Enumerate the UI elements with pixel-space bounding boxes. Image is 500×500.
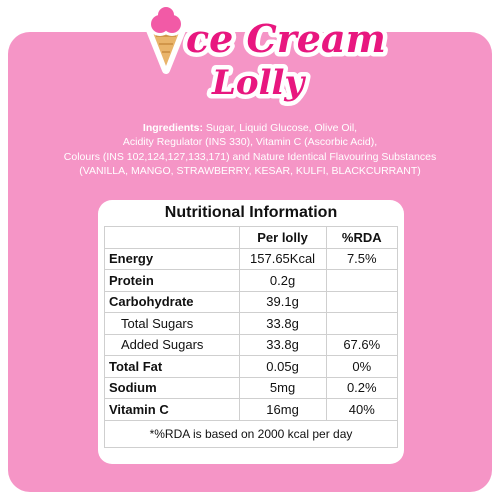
table-row: Sodium 5mg 0.2% (104, 376, 399, 399)
nutrient-value: 33.8g (238, 312, 327, 335)
nutrient-value: 157.65Kcal (238, 247, 327, 270)
nutrient-name: Protein (104, 269, 240, 292)
table-row: Protein 0.2g (104, 269, 399, 292)
nutrient-value: 39.1g (238, 290, 327, 313)
table-header-row: Per lolly %RDA (104, 226, 399, 249)
svg-text:ce Cream: ce Cream (186, 16, 386, 61)
header-nutrient (104, 226, 240, 249)
nutrient-value: 33.8g (238, 333, 327, 356)
nutrient-rda: 7.5% (325, 247, 399, 270)
header-per-lolly: Per lolly (238, 226, 327, 249)
ingredients-line-3: Colours (INS 102,124,127,133,171) and Na… (63, 150, 437, 163)
nutrient-rda: 40% (325, 398, 399, 421)
ingredients-line-1: Sugar, Liquid Glucose, Olive Oil, (205, 122, 358, 134)
ingredients-block: Ingredients: Sugar, Liquid Glucose, Oliv… (20, 121, 480, 179)
nutrient-rda (325, 269, 399, 292)
ingredients-label: Ingredients: (142, 122, 203, 134)
table-row: Energy 157.65Kcal 7.5% (104, 247, 399, 270)
nutrient-rda: 0.2% (325, 376, 399, 399)
nutrient-name: Carbohydrate (104, 290, 240, 313)
table-row: Added Sugars 33.8g 67.6% (104, 333, 399, 356)
table-row: Vitamin C 16mg 40% (104, 398, 399, 421)
table-row: Total Sugars 33.8g (104, 312, 399, 335)
nutrient-value: 0.05g (238, 355, 327, 378)
nutrition-table: Per lolly %RDA Energy 157.65Kcal 7.5% Prote… (104, 226, 399, 448)
nutrient-name: Total Fat (104, 355, 240, 378)
svg-text:Lolly: Lolly (211, 63, 306, 103)
nutrient-rda: 67.6% (325, 333, 399, 356)
nutrient-value: 5mg (238, 376, 327, 399)
table-row: Carbohydrate 39.1g (104, 290, 399, 313)
brand-logo: ce Cream ce Cream Lolly Lolly (0, 0, 500, 112)
nutrient-name: Sodium (104, 376, 240, 399)
table-row: Total Fat 0.05g 0% (104, 355, 399, 378)
nutrient-name: Vitamin C (104, 398, 240, 421)
nutrient-name: Total Sugars (104, 312, 240, 335)
ice-cream-cone-icon (146, 3, 186, 74)
nutrition-panel: Nutritional Information Per lolly %RDA E… (98, 200, 404, 464)
nutrient-value: 0.2g (238, 269, 327, 292)
nutrient-rda (325, 290, 399, 313)
brand-title-line2: Lolly (211, 63, 306, 103)
rda-footnote: *%RDA is based on 2000 kcal per day (104, 419, 398, 448)
nutrient-name: Added Sugars (104, 333, 240, 356)
nutrient-value: 16mg (238, 398, 327, 421)
nutrient-name: Energy (104, 247, 240, 270)
ingredients-line-2: Acidity Regulator (INS 330), Vitamin C (… (122, 136, 378, 149)
nutrition-title: Nutritional Information (164, 204, 338, 221)
nutrient-rda: 0% (325, 355, 399, 378)
ingredients-line-4: (VANILLA, MANGO, STRAWBERRY, KESAR, KULF… (79, 165, 421, 178)
nutrient-rda (325, 312, 399, 335)
header-rda: %RDA (325, 226, 399, 249)
footnote-row: *%RDA is based on 2000 kcal per day (104, 419, 398, 448)
brand-title-line1: ce Cream (186, 16, 386, 61)
